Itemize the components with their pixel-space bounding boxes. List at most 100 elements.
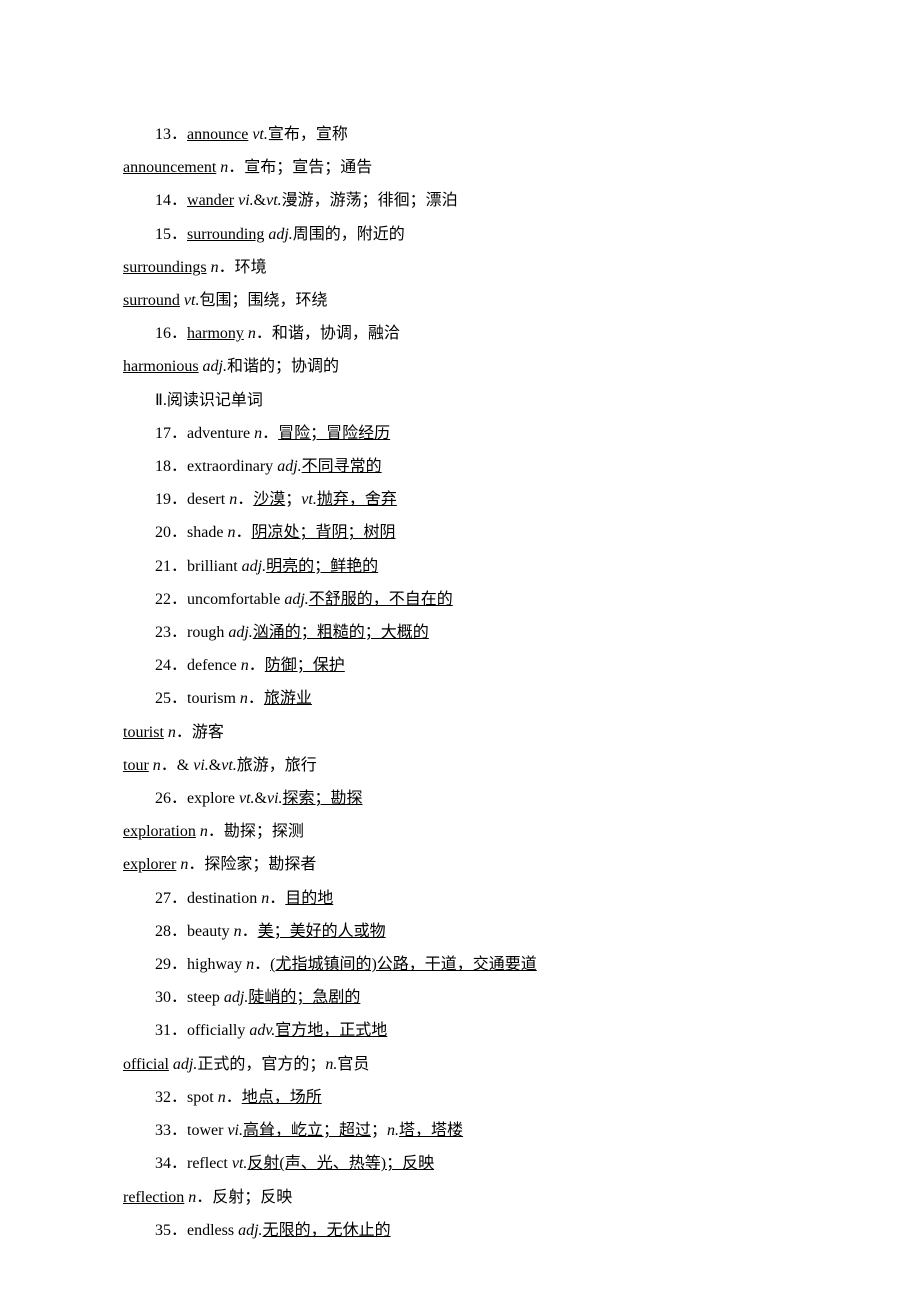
text-segment: 32．spot (155, 1089, 218, 1106)
text-line: 23．rough adj.汹涌的；粗糙的；大概的 (123, 616, 797, 649)
text-line: tour n．& vi.&vt.旅游，旅行 (123, 749, 797, 782)
text-line: 24．defence n．防御；保护 (123, 649, 797, 682)
text-line: 14．wander vi.&vt.漫游，游荡；徘徊；漂泊 (123, 184, 797, 217)
text-segment: 和谐的；协调的 (227, 358, 339, 375)
text-line: 21．brilliant adj.明亮的；鲜艳的 (123, 550, 797, 583)
text-segment: n (168, 724, 176, 741)
text-segment: 防御；保护 (265, 657, 345, 674)
text-segment: 正式的，官方的； (197, 1056, 325, 1073)
text-segment: ．和谐，协调，融洽 (256, 325, 400, 342)
text-line: 34．reflect vt.反射(声、光、热等)；反映 (123, 1147, 797, 1180)
text-segment: harmony (187, 325, 244, 342)
text-segment: adv. (249, 1022, 275, 1039)
text-segment: vt. (221, 757, 237, 774)
text-segment: surroundings (123, 259, 207, 276)
text-segment: 35．endless (155, 1222, 238, 1239)
text-segment: n (200, 823, 208, 840)
text-segment: ． (249, 657, 265, 674)
text-segment: ． (248, 690, 264, 707)
text-segment: adj. (173, 1056, 197, 1073)
text-segment: n (211, 259, 219, 276)
text-line: explorer n．探险家；勘探者 (123, 848, 797, 881)
text-line: surroundings n．环境 (123, 251, 797, 284)
text-segment: adj. (228, 624, 252, 641)
text-line: exploration n．勘探；探测 (123, 815, 797, 848)
text-segment: ． (254, 956, 270, 973)
text-segment: tourist (123, 724, 164, 741)
text-line: announcement n．宣布；宣告；通告 (123, 151, 797, 184)
text-segment: 28．beauty (155, 923, 234, 940)
text-line: 29．highway n．(尤指城镇间的)公路，干道，交通要道 (123, 948, 797, 981)
text-segment: ． (237, 491, 253, 508)
text-segment: announcement (123, 159, 216, 176)
text-line: 16．harmony n．和谐，协调，融洽 (123, 317, 797, 350)
text-line: Ⅱ.阅读识记单词 (123, 384, 797, 417)
text-segment: 塔，塔楼 (399, 1122, 463, 1139)
text-segment: 18．extraordinary (155, 458, 277, 475)
text-segment: vt. (184, 292, 200, 309)
text-line: 30．steep adj.陡峭的；急剧的 (123, 981, 797, 1014)
text-segment: explorer (123, 856, 176, 873)
text-segment: surrounding (187, 226, 264, 243)
text-segment: ； (285, 491, 301, 508)
text-segment: Ⅱ.阅读识记单词 (155, 392, 263, 409)
text-segment: ． (242, 923, 258, 940)
text-segment: 美；美好的人或物 (258, 923, 386, 940)
text-segment: n (241, 657, 249, 674)
text-segment: vi. (238, 192, 254, 209)
text-line: reflection n．反射；反映 (123, 1181, 797, 1214)
text-segment: ． (262, 425, 278, 442)
text-segment: vi. (193, 757, 209, 774)
text-segment: 高耸，屹立；超过 (243, 1122, 371, 1139)
text-segment: 官员 (337, 1056, 369, 1073)
text-segment: ． (226, 1089, 242, 1106)
text-segment: harmonious (123, 358, 199, 375)
text-segment: 不舒服的，不自在的 (309, 591, 453, 608)
text-segment: 14． (155, 192, 187, 209)
text-segment: ． (269, 890, 285, 907)
text-segment: 包围；围绕，环绕 (199, 292, 327, 309)
text-line: 35．endless adj.无限的，无休止的 (123, 1214, 797, 1247)
text-line: 15．surrounding adj.周围的，附近的 (123, 218, 797, 251)
text-segment: 反射(声、光、热等)；反映 (247, 1155, 434, 1172)
text-segment: adj. (284, 591, 308, 608)
text-segment: vt. (239, 790, 255, 807)
text-segment: & (255, 790, 267, 807)
text-segment: 无限的，无休止的 (263, 1222, 391, 1239)
text-line: official adj.正式的，官方的；n.官员 (123, 1048, 797, 1081)
document-body: 13．announce vt.宣布，宣称announcement n．宣布；宣告… (123, 118, 797, 1247)
text-segment: 陡峭的；急剧的 (248, 989, 360, 1006)
text-segment: 目的地 (285, 890, 333, 907)
text-line: 19．desert n．沙漠；vt.抛弃，舍弃 (123, 483, 797, 516)
text-segment: 23．rough (155, 624, 228, 641)
text-segment: n (153, 757, 161, 774)
text-segment: adj. (203, 358, 227, 375)
text-line: 33．tower vi.高耸，屹立；超过；n.塔，塔楼 (123, 1114, 797, 1147)
text-segment: reflection (123, 1189, 184, 1206)
text-line: 26．explore vt.&vi.探索；勘探 (123, 782, 797, 815)
text-segment: n (248, 325, 256, 342)
text-segment: vi. (267, 790, 283, 807)
text-segment: 明亮的；鲜艳的 (266, 558, 378, 575)
text-segment: 探索；勘探 (283, 790, 363, 807)
text-segment: ．宣布；宣告；通告 (228, 159, 372, 176)
text-segment: adj. (277, 458, 301, 475)
text-segment: 周围的，附近的 (293, 226, 405, 243)
text-segment: (尤指城镇间的)公路，干道，交通要道 (270, 956, 537, 973)
text-segment: 20．shade (155, 524, 227, 541)
text-segment: ．探险家；勘探者 (188, 856, 316, 873)
text-segment: vt. (266, 192, 282, 209)
text-segment: announce (187, 126, 248, 143)
text-segment: 24．defence (155, 657, 241, 674)
text-segment: 16． (155, 325, 187, 342)
text-segment: 27．destination (155, 890, 261, 907)
text-segment: 汹涌的；粗糙的；大概的 (253, 624, 429, 641)
text-segment: 旅游，旅行 (237, 757, 317, 774)
text-line: surround vt.包围；围绕，环绕 (123, 284, 797, 317)
text-segment: 沙漠 (253, 491, 285, 508)
text-segment: 抛弃，舍弃 (317, 491, 397, 508)
text-line: 27．destination n．目的地 (123, 882, 797, 915)
text-line: 25．tourism n．旅游业 (123, 682, 797, 715)
text-segment: 17．adventure (155, 425, 254, 442)
text-segment: official (123, 1056, 169, 1073)
